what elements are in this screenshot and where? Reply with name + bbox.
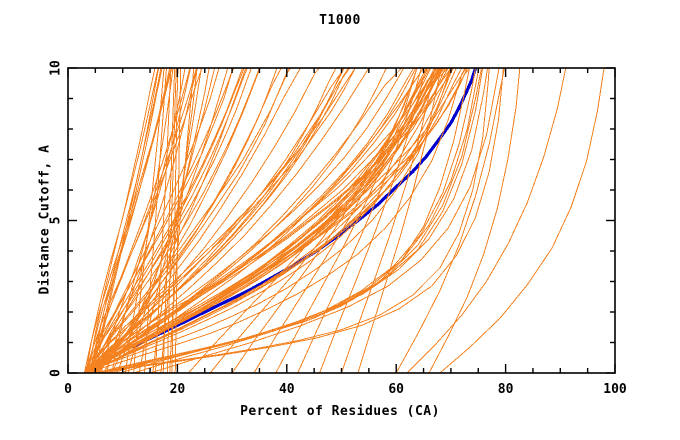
chart-title: T1000 [319, 13, 361, 28]
x-tick-label: 60 [388, 382, 404, 397]
x-tick-label: 20 [170, 382, 186, 397]
x-tick-label: 100 [603, 382, 627, 397]
y-axis-label: Distance Cutoff, A [37, 144, 53, 295]
y-tick-label: 5 [49, 217, 64, 225]
y-tick-label: 10 [49, 60, 64, 76]
x-tick-label: 80 [498, 382, 514, 397]
x-axis-label: Percent of Residues (CA) [240, 404, 440, 419]
plot-curves [83, 68, 605, 373]
y-tick-label: 0 [49, 369, 64, 377]
axis-tick-labels: 0 20 40 60 80 100 0 5 10 [49, 60, 627, 397]
x-tick-label: 0 [64, 382, 72, 397]
plot-frame [67, 67, 616, 374]
x-tick-label: 40 [279, 382, 295, 397]
